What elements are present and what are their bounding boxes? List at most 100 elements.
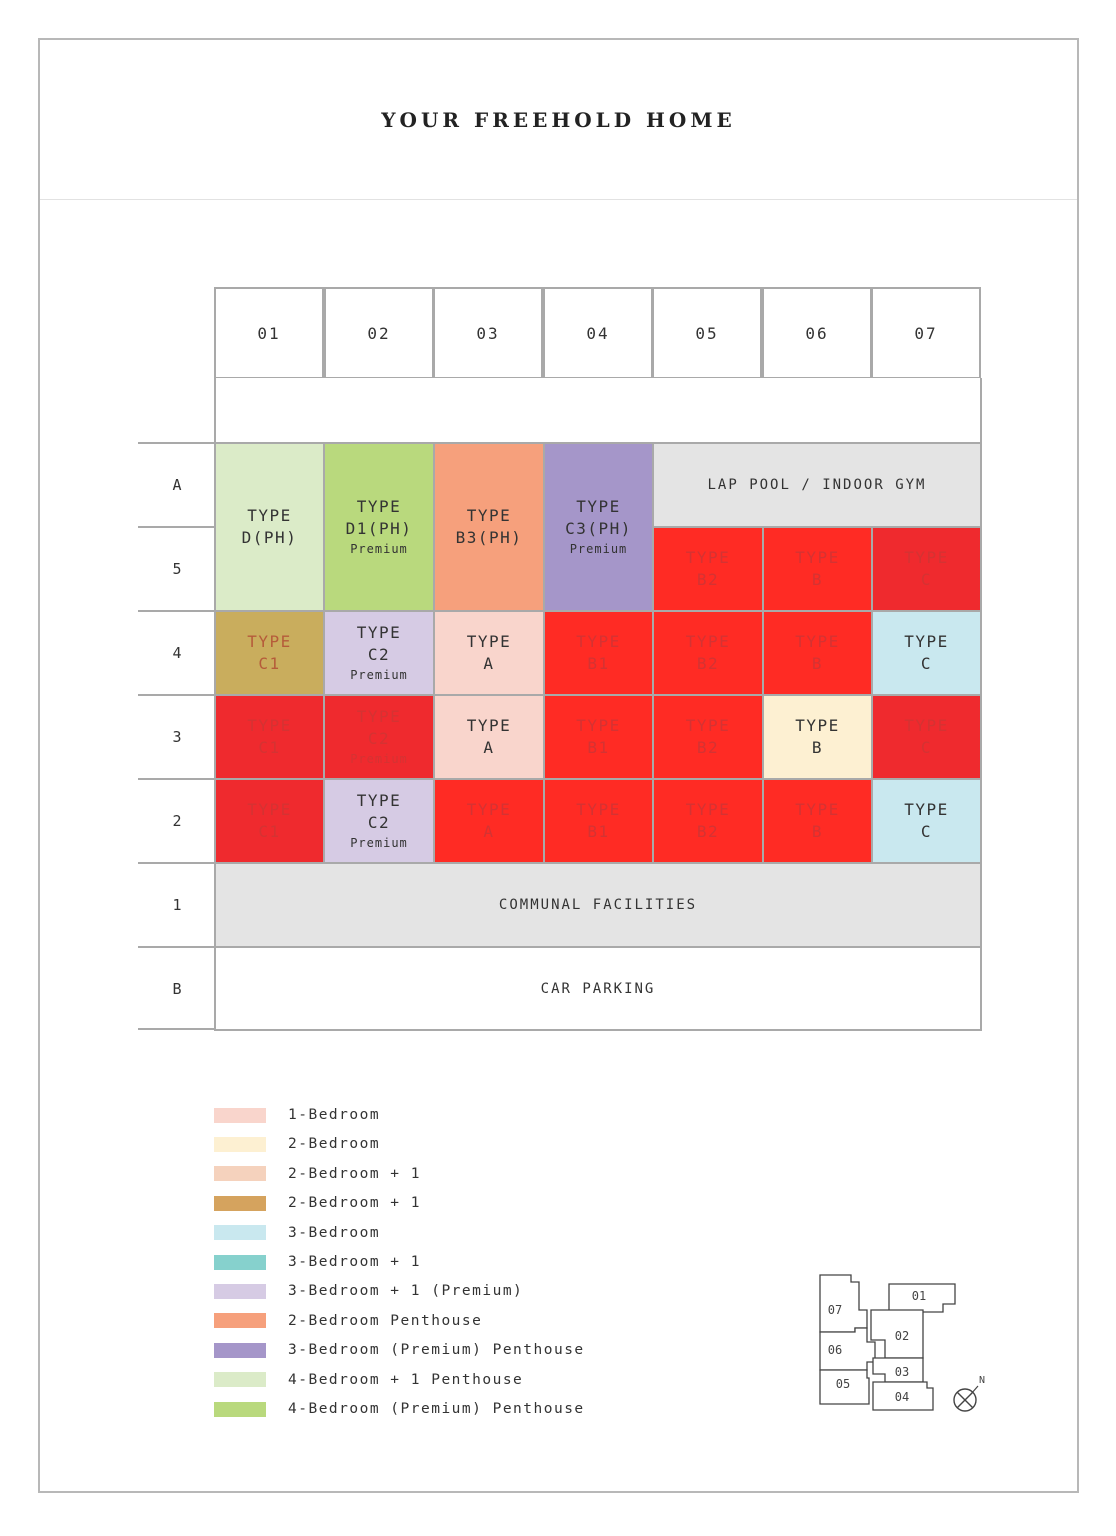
- unit-type: B2: [696, 738, 720, 757]
- unit-4-07[interactable]: TYPE C: [871, 610, 982, 696]
- unit-label: TYPE: [795, 632, 840, 651]
- unit-3-02[interactable]: TYPE C2 Premium: [323, 694, 435, 780]
- unit-2-04[interactable]: TYPE B1: [543, 778, 654, 864]
- row-divider: [138, 946, 216, 948]
- unit-4-01[interactable]: TYPE C1: [214, 610, 325, 696]
- keyplan-label-05: 05: [836, 1377, 850, 1391]
- car-parking: CAR PARKING: [214, 946, 982, 1031]
- unit-type: C1: [258, 738, 281, 757]
- unit-3-01[interactable]: TYPE C1: [214, 694, 325, 780]
- unit-sub: Premium: [350, 542, 408, 556]
- legend-label: 3-Bedroom: [288, 1224, 381, 1241]
- legend-label: 2-Bedroom + 1: [288, 1195, 421, 1212]
- unit-4-03[interactable]: TYPE A: [433, 610, 545, 696]
- legend-item: 3-Bedroom + 1 (Premium): [214, 1282, 523, 1300]
- unit-4-04[interactable]: TYPE B1: [543, 610, 654, 696]
- unit-a5-02[interactable]: TYPE D1(PH) Premium: [323, 442, 435, 612]
- keyplan-label-03: 03: [895, 1365, 909, 1379]
- legend-swatch: [214, 1107, 266, 1123]
- unit-label: TYPE: [356, 791, 402, 810]
- row-label-4: 4: [172, 644, 182, 662]
- unit-label: TYPE: [247, 632, 292, 651]
- unit-type: B2: [696, 570, 720, 589]
- unit-label: TYPE: [576, 800, 621, 819]
- legend-label: 1-Bedroom: [288, 1107, 381, 1123]
- row-divider: [138, 526, 216, 528]
- legend-item: 2-Bedroom: [214, 1135, 380, 1153]
- row-divider: [138, 1028, 216, 1030]
- unit-label: TYPE: [466, 632, 512, 651]
- legend-label: 2-Bedroom Penthouse: [288, 1312, 483, 1329]
- legend-item: 4-Bedroom (Premium) Penthouse: [214, 1400, 585, 1418]
- unit-label: TYPE: [576, 497, 621, 516]
- unit-type: B3(PH): [455, 528, 523, 547]
- unit-3-04[interactable]: TYPE B1: [543, 694, 654, 780]
- row-label-A: A: [172, 476, 182, 494]
- unit-5-06[interactable]: TYPE B: [762, 526, 873, 612]
- unit-3-03[interactable]: TYPE A: [433, 694, 545, 780]
- legend-swatch: [214, 1225, 266, 1241]
- unit-5-05[interactable]: TYPE B2: [652, 526, 764, 612]
- unit-5-07[interactable]: TYPE C: [871, 526, 982, 612]
- unit-type: C: [920, 570, 933, 589]
- unit-label: TYPE: [904, 800, 949, 819]
- legend-swatch: [214, 1342, 266, 1358]
- unit-2-03[interactable]: TYPE A: [433, 778, 545, 864]
- column-header-05: 05: [652, 287, 762, 379]
- keyplan-label-07: 07: [828, 1303, 842, 1317]
- unit-label: TYPE: [685, 548, 731, 567]
- unit-2-02[interactable]: TYPE C2 Premium: [323, 778, 435, 864]
- unit-type: C2: [367, 813, 391, 832]
- column-header-04: 04: [543, 287, 653, 379]
- unit-label: TYPE: [466, 506, 512, 525]
- legend-item: 1-Bedroom: [214, 1106, 380, 1124]
- unit-type: C3(PH): [565, 519, 632, 538]
- unit-3-06[interactable]: TYPE B: [762, 694, 873, 780]
- unit-sub: Premium: [350, 836, 408, 850]
- unit-a5-04[interactable]: TYPE C3(PH) Premium: [543, 442, 654, 612]
- unit-4-06[interactable]: TYPE B: [762, 610, 873, 696]
- unit-label: TYPE: [576, 632, 621, 651]
- unit-2-05[interactable]: TYPE B2: [652, 778, 764, 864]
- unit-2-01[interactable]: TYPE C1: [214, 778, 325, 864]
- row-divider: [138, 442, 216, 444]
- unit-2-06[interactable]: TYPE B: [762, 778, 873, 864]
- unit-type: C: [920, 654, 933, 673]
- page-frame: YOUR FREEHOLD HOME: [38, 38, 1079, 1493]
- lap-pool-indoor-gym: LAP POOL / INDOOR GYM: [652, 442, 982, 528]
- unit-label: TYPE: [247, 800, 292, 819]
- legend-swatch: [214, 1136, 266, 1152]
- keyplan-label-06: 06: [828, 1343, 842, 1357]
- unit-label: TYPE: [466, 716, 512, 735]
- legend-swatch: [214, 1195, 266, 1211]
- unit-4-05[interactable]: TYPE B2: [652, 610, 764, 696]
- unit-type: A: [483, 738, 495, 757]
- row-divider: [138, 778, 216, 780]
- unit-3-07[interactable]: TYPE C: [871, 694, 982, 780]
- unit-2-07[interactable]: TYPE C: [871, 778, 982, 864]
- unit-label: TYPE: [247, 716, 292, 735]
- legend-item: 3-Bedroom (Premium) Penthouse: [214, 1341, 585, 1359]
- legend-label: 4-Bedroom + 1 Penthouse: [288, 1371, 524, 1388]
- row-label-3: 3: [172, 728, 182, 746]
- unit-type: A: [483, 654, 495, 673]
- legend-item: 3-Bedroom: [214, 1224, 380, 1242]
- unit-a5-03[interactable]: TYPE B3(PH): [433, 442, 545, 612]
- row-divider: [138, 610, 216, 612]
- row-label-B: B: [172, 980, 182, 998]
- north-label: N: [979, 1375, 985, 1386]
- unit-type: C: [920, 822, 933, 841]
- unit-3-05[interactable]: TYPE B2: [652, 694, 764, 780]
- unit-a5-01[interactable]: TYPE D(PH): [214, 442, 325, 612]
- unit-label: TYPE: [685, 800, 731, 819]
- unit-label: TYPE: [685, 716, 731, 735]
- unit-type: C2: [367, 729, 391, 748]
- legend-label: 4-Bedroom (Premium) Penthouse: [288, 1401, 585, 1417]
- unit-type: D1(PH): [345, 519, 413, 538]
- unit-type: C: [920, 738, 933, 757]
- unit-label: TYPE: [466, 800, 512, 819]
- unit-4-02[interactable]: TYPE C2 Premium: [323, 610, 435, 696]
- keyplan-block-04: [872, 1381, 934, 1411]
- legend-label: 2-Bedroom: [288, 1136, 381, 1153]
- legend-label: 3-Bedroom + 1 (Premium): [288, 1283, 524, 1300]
